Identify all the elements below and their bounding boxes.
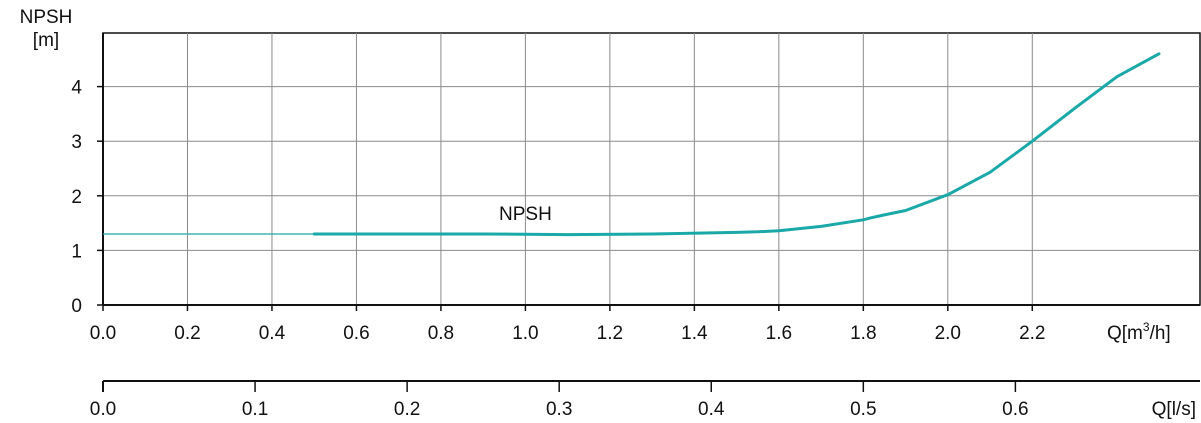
y-axis-label-line2: [m]: [33, 30, 59, 51]
series-layer: NPSH: [103, 52, 1161, 237]
secondary-x-axis-label: Q[l/s]: [1152, 399, 1196, 420]
x-tick-label: 0.6: [343, 323, 369, 344]
x-tick-label: 1.2: [597, 323, 623, 344]
plot-frame: [102, 32, 1201, 306]
x-tick-label: 2.0: [935, 323, 961, 344]
x2-tick-layer: 0.0 0.1 0.2 0.3 0.4 0.5 0.6: [90, 381, 1029, 420]
x2-tick-label: 0.0: [90, 399, 116, 420]
y-tick-label: 2: [71, 187, 82, 208]
x-axis-unit-superscript: 3: [1143, 320, 1150, 334]
x-tick-label: 1.4: [681, 323, 708, 344]
x-tick-label: 1.8: [850, 323, 876, 344]
x2-tick-label: 0.6: [1002, 399, 1028, 420]
x2-tick-label: 0.4: [698, 399, 725, 420]
y-tick-layer: 0 1 2 3 4: [71, 78, 103, 317]
y-tick-label: 4: [71, 78, 82, 99]
x-tick-layer: 0.0 0.2 0.4 0.6 0.8 1.0 1.2 1.4 1.6 1.8 2.0 2.2: [90, 305, 1045, 344]
x2-tick-label: 0.5: [850, 399, 876, 420]
x-tick-label: 0.0: [90, 323, 116, 344]
x-tick-label: 0.8: [428, 323, 454, 344]
npsh-curve-label: NPSH: [499, 204, 552, 225]
y-tick-label: 0: [71, 296, 82, 317]
y-tick-label: 3: [71, 132, 82, 153]
x-tick-label: 0.2: [174, 323, 200, 344]
y-tick-label: 1: [71, 241, 82, 262]
x2-tick-label: 0.3: [546, 399, 572, 420]
grid-layer: [102, 33, 1200, 306]
x-axis-unit-label: Q[m3/h]: [1107, 320, 1171, 344]
y-axis-label-line1: NPSH: [20, 7, 73, 28]
npsh-curve: [312, 52, 1161, 237]
x-axis-unit-prefix: Q[m: [1107, 323, 1143, 344]
x-tick-label: 1.0: [512, 323, 538, 344]
x-tick-label: 1.6: [766, 323, 792, 344]
x2-tick-label: 0.1: [242, 399, 268, 420]
x-axis-unit-suffix: /h]: [1150, 323, 1171, 344]
x-tick-label: 2.2: [1019, 323, 1045, 344]
x2-tick-label: 0.2: [394, 399, 420, 420]
x-tick-label: 0.4: [259, 323, 286, 344]
